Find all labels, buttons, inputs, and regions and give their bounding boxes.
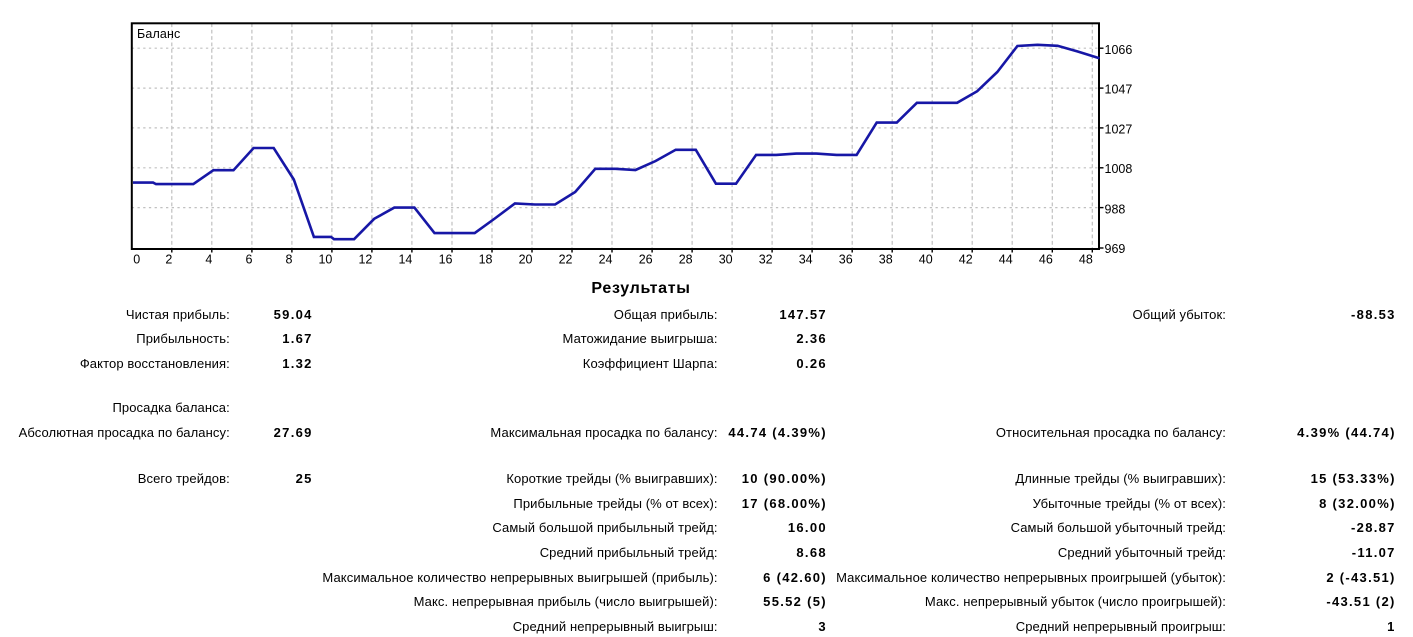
svg-text:1047: 1047 [1105, 82, 1133, 96]
svg-text:16: 16 [439, 253, 453, 267]
svg-text:14: 14 [398, 253, 412, 267]
svg-text:46: 46 [1039, 253, 1053, 267]
svg-text:20: 20 [519, 253, 533, 267]
svg-text:26: 26 [639, 253, 653, 267]
svg-text:24: 24 [599, 253, 613, 267]
svg-text:36: 36 [839, 253, 853, 267]
svg-text:988: 988 [1105, 203, 1126, 217]
svg-text:1008: 1008 [1105, 162, 1133, 176]
svg-text:969: 969 [1105, 242, 1126, 256]
svg-text:0: 0 [133, 253, 140, 267]
svg-text:1027: 1027 [1105, 122, 1133, 136]
svg-text:10: 10 [318, 253, 332, 267]
svg-text:48: 48 [1079, 253, 1093, 267]
svg-text:1066: 1066 [1105, 43, 1133, 57]
svg-text:30: 30 [719, 253, 733, 267]
svg-text:42: 42 [959, 253, 973, 267]
svg-text:6: 6 [245, 253, 252, 267]
svg-text:22: 22 [559, 253, 573, 267]
svg-text:12: 12 [358, 253, 372, 267]
svg-text:2: 2 [165, 253, 172, 267]
svg-text:38: 38 [879, 253, 893, 267]
svg-text:Баланс: Баланс [137, 27, 180, 41]
svg-text:18: 18 [479, 253, 493, 267]
svg-text:4: 4 [205, 253, 212, 267]
svg-text:32: 32 [759, 253, 773, 267]
svg-text:34: 34 [799, 253, 813, 267]
svg-text:28: 28 [679, 253, 693, 267]
svg-text:40: 40 [919, 253, 933, 267]
svg-text:44: 44 [999, 253, 1013, 267]
svg-text:8: 8 [285, 253, 292, 267]
